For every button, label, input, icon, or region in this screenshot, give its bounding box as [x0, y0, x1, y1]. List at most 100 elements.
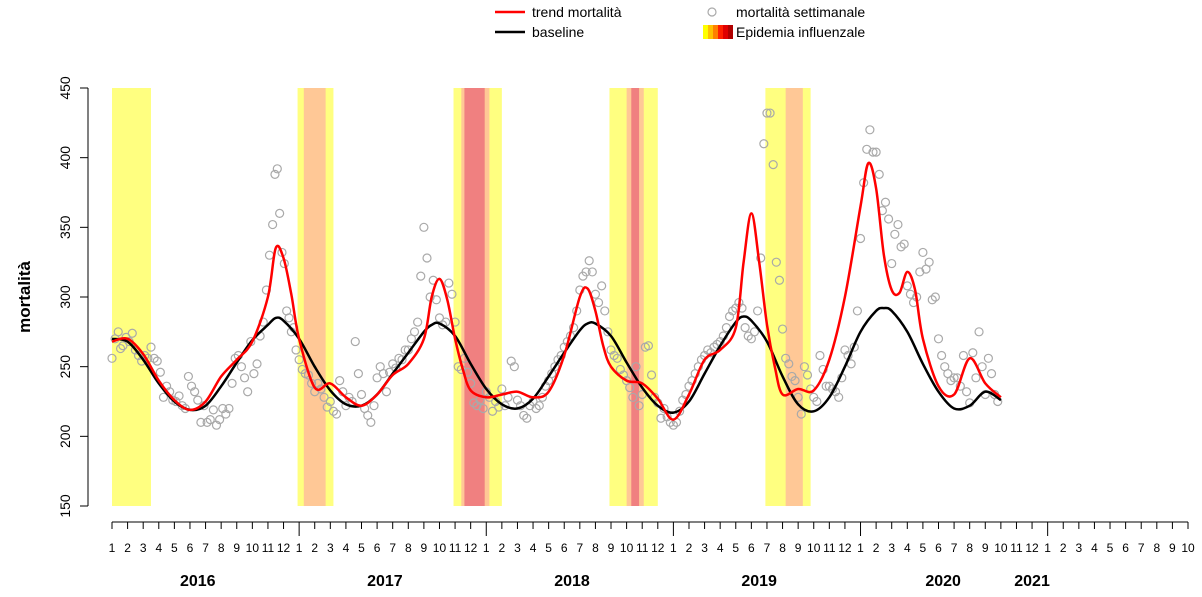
weekly-point	[771, 257, 781, 267]
x-axis: 1 2 3 4 5 6 7 8 9 10 11 12 1 2 3 4 5 6 7 8 9 10 11 12 1 2 3 4 5 6 7 8 9 1…	[109, 521, 1195, 590]
weekly-point	[634, 401, 644, 411]
weekly-point	[606, 345, 616, 355]
weekly-point	[205, 415, 215, 425]
weekly-point	[852, 306, 863, 316]
epidemic-band	[112, 88, 151, 506]
x-month-label: 2	[686, 541, 693, 555]
weekly-point	[986, 369, 997, 379]
weekly-point	[419, 222, 429, 232]
weekly-point	[243, 387, 253, 397]
weekly-point	[905, 289, 916, 299]
weekly-point	[506, 356, 516, 366]
weekly-point	[369, 401, 379, 411]
weekly-point	[193, 395, 203, 405]
x-month-label: 11	[636, 541, 649, 555]
x-year-label: 2018	[554, 573, 590, 590]
x-month-label: 3	[514, 541, 521, 555]
weekly-point	[762, 108, 772, 118]
weekly-point	[127, 328, 137, 338]
x-month-label: 3	[701, 541, 708, 555]
weekly-point	[784, 359, 794, 369]
x-month-label: 10	[620, 541, 634, 555]
weekly-point	[924, 257, 934, 267]
weekly-point	[322, 402, 332, 412]
x-month-label: 2	[124, 541, 131, 555]
weekly-point	[224, 403, 234, 414]
weekly-point	[437, 320, 448, 330]
legend-epidemic-label: Epidemia influenzale	[736, 24, 865, 40]
weekly-point	[743, 331, 753, 341]
weekly-point	[927, 295, 937, 305]
x-month-label: 2	[499, 541, 506, 555]
weekly-point	[759, 139, 769, 149]
weekly-point	[372, 373, 382, 383]
x-month-label: 11	[262, 541, 275, 555]
x-month-label: 1	[857, 541, 864, 555]
x-month-label: 10	[246, 541, 260, 555]
weekly-point	[896, 242, 906, 252]
weekly-point	[874, 169, 884, 179]
x-month-label: 1	[670, 541, 677, 555]
x-month-label: 4	[530, 541, 537, 555]
x-month-label: 6	[1122, 541, 1129, 555]
weekly-point	[777, 324, 788, 334]
weekly-point	[152, 356, 162, 366]
x-year-label: 2021	[1014, 573, 1050, 590]
weekly-point	[865, 125, 875, 135]
weekly-point	[740, 323, 750, 333]
x-month-label: 1	[109, 541, 116, 555]
weekly-point	[915, 267, 925, 277]
x-month-label: 12	[1025, 541, 1039, 555]
x-month-label: 11	[1010, 541, 1023, 555]
x-month-label: 9	[795, 541, 802, 555]
x-month-label: 12	[277, 541, 291, 555]
x-year-label: 2019	[741, 573, 777, 590]
weekly-point	[668, 420, 678, 430]
x-month-label: 4	[717, 541, 724, 555]
weekly-point	[497, 384, 507, 394]
x-month-label: 8	[1153, 541, 1160, 555]
weekly-point	[447, 289, 457, 299]
y-tick-label: 350	[57, 215, 73, 239]
legend-weekly-label: mortalità settimanale	[736, 4, 865, 20]
weekly-point	[958, 350, 969, 361]
weekly-point	[264, 250, 275, 260]
weekly-point	[902, 281, 912, 291]
x-month-label: 3	[327, 541, 334, 555]
y-axis-title: mortalità	[15, 261, 34, 333]
weekly-point	[509, 362, 519, 372]
epidemic-band	[464, 88, 485, 506]
weekly-point	[971, 373, 981, 383]
weekly-point	[656, 413, 666, 423]
weekly-point	[236, 362, 247, 372]
x-month-label: 4	[904, 541, 911, 555]
weekly-point	[871, 147, 881, 157]
weekly-point	[724, 311, 735, 322]
weekly-point	[469, 398, 479, 408]
x-month-label: 9	[608, 541, 615, 555]
weekly-point	[416, 271, 426, 281]
x-month-label: 7	[764, 541, 771, 555]
x-month-label: 5	[171, 541, 178, 555]
weekly-point	[155, 367, 165, 377]
weekly-point	[328, 406, 339, 416]
y-axis: 150 200 250 300 350 400 450	[57, 76, 89, 518]
weekly-point	[444, 278, 454, 288]
weekly-point	[397, 355, 407, 365]
x-month-label: 2	[1060, 541, 1067, 555]
weekly-point	[893, 219, 903, 230]
weekly-point	[183, 371, 194, 382]
weekly-point	[291, 345, 301, 355]
weekly-point	[353, 369, 363, 379]
weekly-point	[174, 391, 184, 401]
weekly-point	[834, 392, 844, 402]
x-month-label: 4	[1091, 541, 1098, 555]
x-month-label: 1	[483, 541, 490, 555]
weekly-point	[628, 392, 638, 402]
weekly-point	[631, 362, 641, 372]
weekly-point	[799, 362, 809, 372]
weekly-point	[821, 381, 831, 391]
weekly-point	[868, 147, 878, 157]
y-tick-label: 200	[57, 424, 73, 448]
weekly-point	[933, 334, 944, 344]
